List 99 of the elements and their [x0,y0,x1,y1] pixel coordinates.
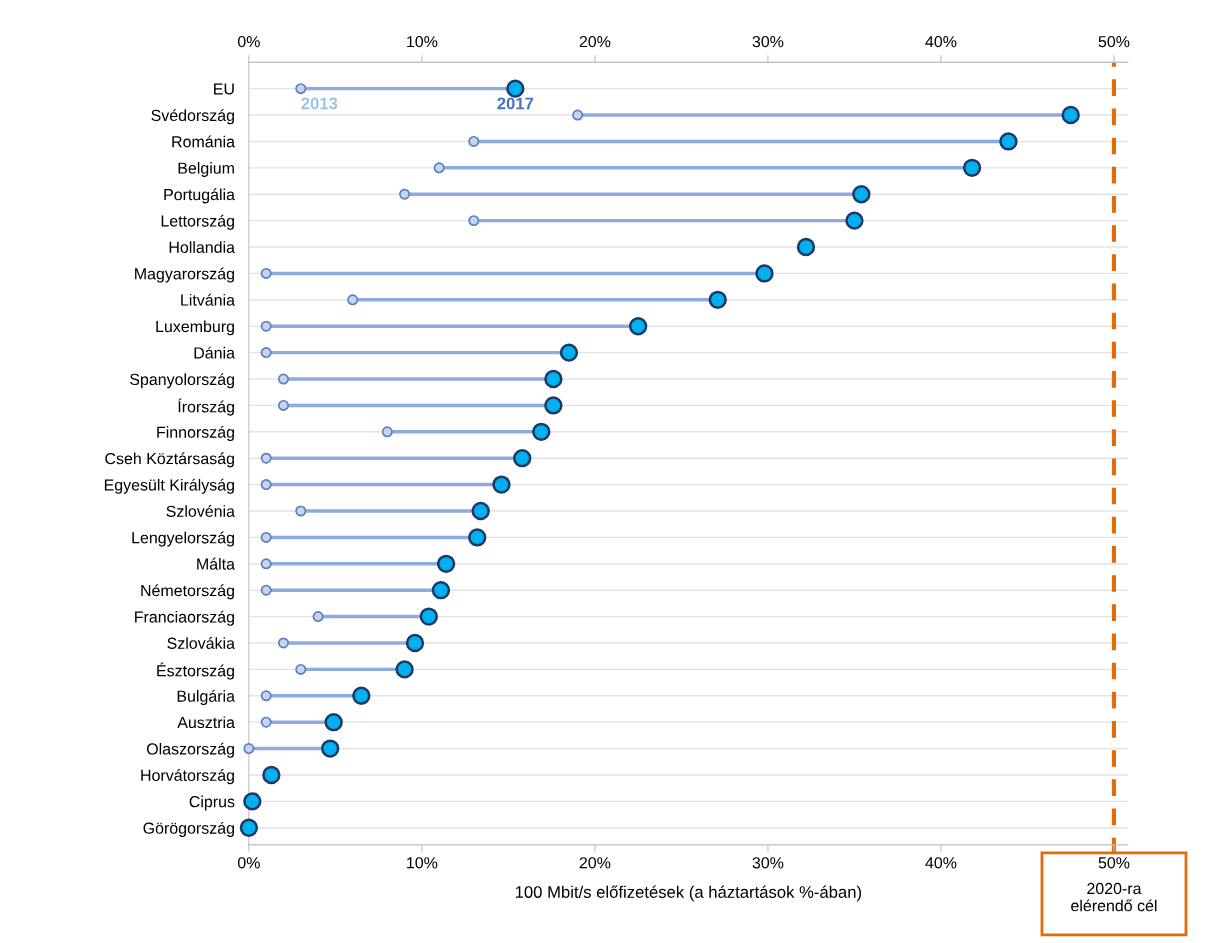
point [277,373,289,385]
point [399,188,411,200]
x-tick-label: 30% [752,857,784,869]
x2-tick-label: 30% [752,35,784,48]
x-tick-label: 50% [1098,857,1130,869]
point [436,554,456,573]
point [260,716,272,728]
ref-line-label: 2020-ra elérendő cél [1071,882,1157,912]
point [381,426,393,438]
y-tick-label: Málta [197,557,235,570]
y-tick-label: EU [214,83,234,95]
point [312,611,324,623]
point [260,452,272,464]
point [532,422,551,441]
point [262,765,281,785]
y-tick-label: Magyarország [135,267,234,283]
y-tick-label: Belgium [178,162,234,177]
x-tick-label: 10% [407,857,438,869]
point [295,663,307,675]
point [277,399,289,411]
y-tick-label: Lettország [161,214,234,230]
y-tick-label: Svédország [151,109,234,125]
y-tick-label: Bulgária [177,689,235,705]
point [999,132,1018,151]
point [796,237,816,257]
point [471,501,490,521]
x-tick-label: 40% [925,857,957,869]
point [395,660,414,679]
point [260,267,272,279]
y-tick-label: Görögország [143,821,234,837]
x2-tick-label: 10% [407,35,438,48]
point [468,215,480,227]
point [544,369,563,389]
point [433,162,445,174]
y-tick-label: Szlovákia [167,637,235,649]
point [852,185,871,204]
point [572,109,584,121]
y-tick-label: Románia [172,135,235,148]
point [492,475,511,494]
y-tick-label: Luxemburg [156,320,234,336]
point [347,294,359,306]
point [243,743,255,755]
point [295,83,307,95]
point [321,739,340,758]
x-tick-label: 0% [237,857,260,869]
y-tick-label: Ausztria [177,716,235,729]
point [260,320,272,332]
y-tick-label: Portugália [164,188,235,204]
point [431,581,451,600]
point [962,158,982,177]
y-tick-label: Németország [141,584,234,600]
point [260,347,272,359]
y-tick-label: Hollandia [169,241,235,253]
point [260,558,272,570]
point [708,290,727,309]
series-label: 2017 [497,97,534,110]
point [544,396,563,415]
point [239,818,259,837]
point [324,713,343,732]
point [295,505,307,517]
point [513,449,532,468]
point [352,686,371,705]
y-tick-label: Finnország [157,425,234,441]
point [755,264,774,283]
y-tick-label: Cseh Köztársaság [105,452,234,468]
point [468,528,487,547]
y-tick-label: Horvátország [141,769,234,785]
point [243,792,262,811]
y-tick-label: Dánia [194,346,235,359]
x2-tick-label: 40% [925,35,957,48]
y-tick-label: Lengyelország [132,531,234,547]
point [506,79,525,98]
point [1061,105,1080,125]
point [628,317,648,336]
y-tick-label: Észtország [157,662,234,680]
y-tick-label: Franciaország [135,610,234,626]
point [260,690,272,702]
y-tick-label: Olaszország [146,742,234,758]
y-tick-label: Spanyolország [130,373,234,389]
point [260,479,272,491]
x2-tick-label: 20% [579,35,611,48]
point [260,584,272,596]
point [419,607,438,626]
y-tick-label: Ciprus [189,795,235,811]
x-axis-title: 100 Mbit/s előfizetések (a háztartások %-ában) [515,885,862,902]
point [559,343,579,362]
y-tick-label: Írország [178,398,234,416]
point [845,211,864,230]
x2-tick-label: 50% [1098,35,1130,48]
point [260,531,272,543]
y-tick-label: Egyesült Királyság [104,478,234,494]
x-tick-label: 20% [579,857,611,869]
point [405,633,425,653]
point [468,135,480,147]
y-tick-label: Szlovénia [166,505,235,517]
y-tick-label: Litvánia [181,293,235,306]
point [277,637,289,649]
x2-tick-label: 0% [237,35,260,48]
series-label: 2013 [301,97,338,110]
